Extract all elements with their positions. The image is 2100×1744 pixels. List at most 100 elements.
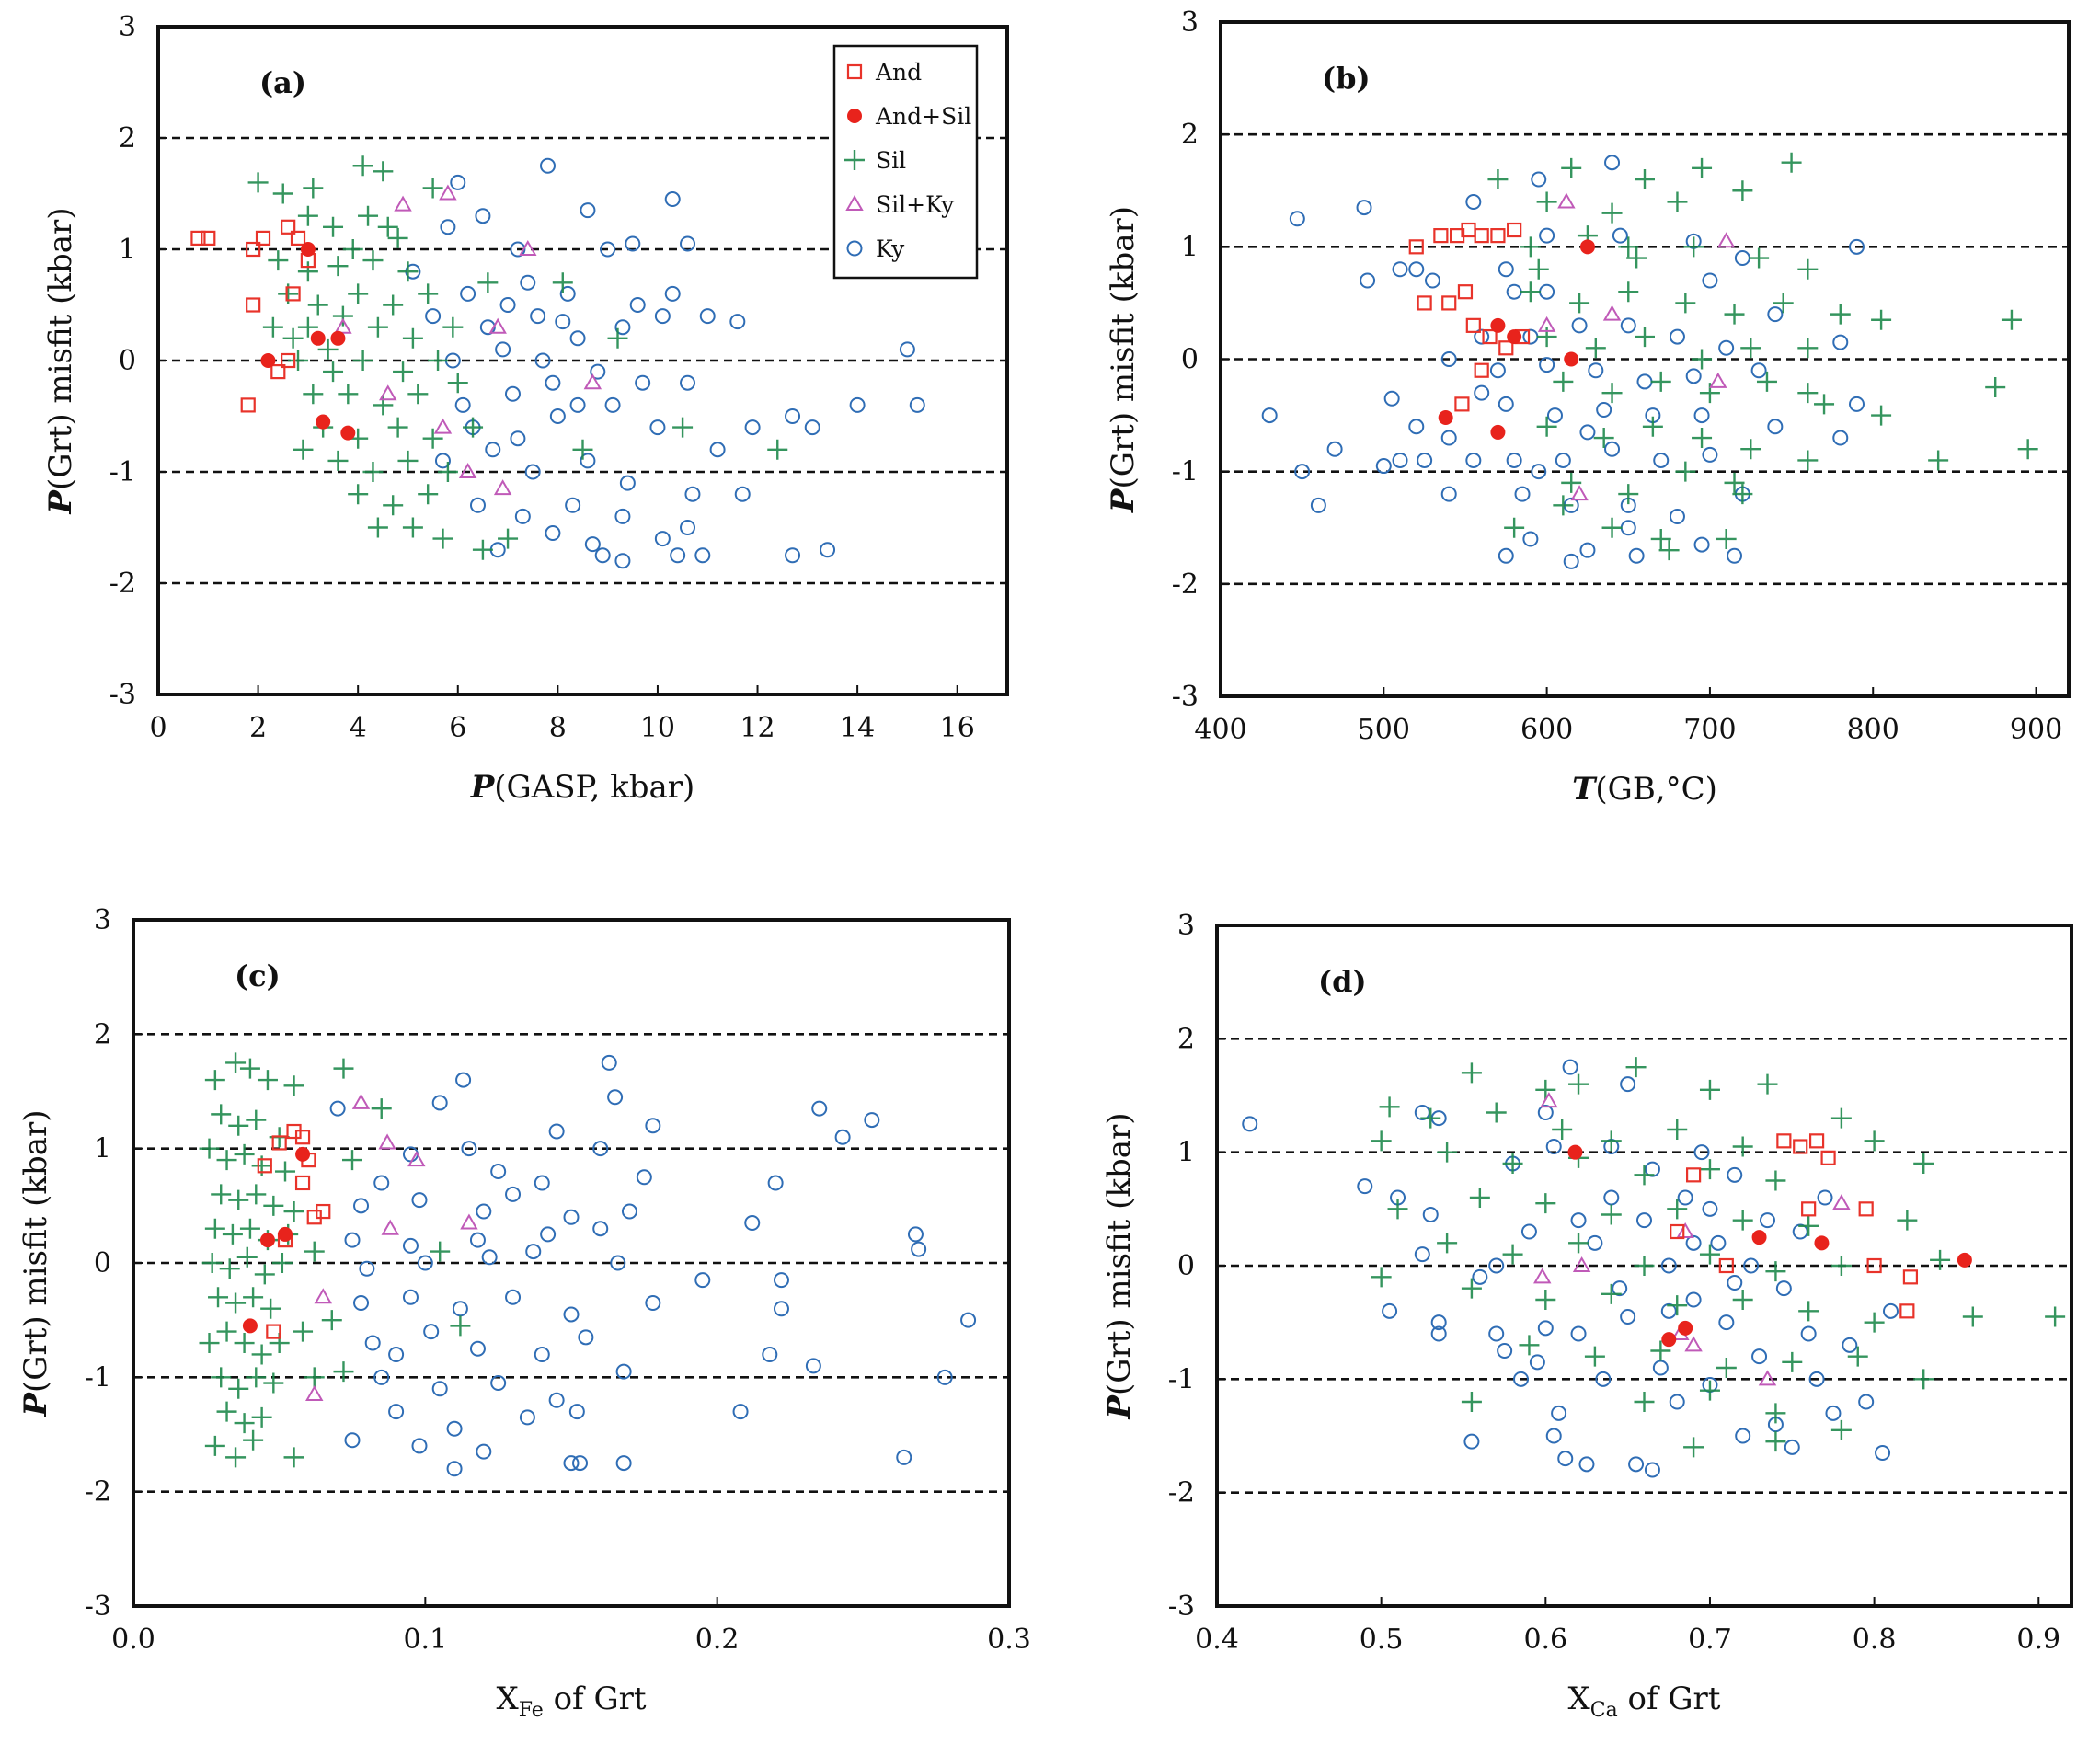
- point-ky: [476, 1203, 492, 1220]
- point-sil-ky: [1832, 1194, 1851, 1210]
- point-ky: [1539, 283, 1555, 300]
- point-sil: [367, 517, 388, 538]
- point-ky: [1734, 250, 1750, 267]
- point-sil: [1732, 1136, 1753, 1157]
- point-ky: [1465, 193, 1482, 210]
- point-sil: [342, 1150, 362, 1171]
- y-tick-label: -2: [85, 1476, 111, 1509]
- panel-d: -3 -2 -1 0 1 2 3 0.4 0.5 0.6 0.7 0.8 0.9 (d) XCa of Gr…: [1101, 910, 2073, 1722]
- point-sil: [432, 528, 453, 549]
- point-ky: [1498, 261, 1514, 278]
- point-ky: [834, 1129, 851, 1145]
- point-sil: [1461, 1278, 1482, 1299]
- x-tick-label: 700: [1683, 714, 1736, 746]
- point-ky: [896, 1449, 912, 1465]
- point-ky: [469, 1232, 486, 1248]
- point-ky: [510, 430, 526, 447]
- x-axis-label: XCa of Grt: [1568, 1681, 1721, 1722]
- point-sil: [1830, 1107, 1852, 1129]
- point-sil: [211, 1104, 232, 1125]
- point-ky: [534, 1175, 550, 1191]
- point-ky: [773, 1301, 789, 1317]
- point-ky: [469, 497, 486, 513]
- x-axis-text: (GB,°C): [1595, 771, 1717, 808]
- point-sil: [211, 1367, 232, 1388]
- point-sil: [397, 261, 419, 282]
- point-ky: [1685, 368, 1702, 384]
- y-tick-label: -3: [1168, 1590, 1195, 1623]
- point-sil: [377, 216, 398, 237]
- point-ky: [1685, 1234, 1702, 1251]
- point-sil: [263, 1372, 284, 1394]
- point-ky: [490, 1164, 507, 1180]
- point-sil: [373, 395, 394, 416]
- point-ky: [699, 308, 716, 325]
- point-and-sil: [1579, 239, 1595, 255]
- point-and: [190, 230, 206, 246]
- point-and: [846, 63, 863, 80]
- point-and: [1457, 284, 1474, 300]
- point-sil: [1536, 327, 1557, 348]
- point-and: [1801, 1201, 1817, 1217]
- point-ky: [1513, 1371, 1530, 1387]
- point-ky: [388, 1346, 405, 1362]
- point-ky: [1392, 452, 1408, 468]
- point-ky: [1644, 1462, 1660, 1478]
- point-sil-ky: [583, 373, 602, 390]
- point-sil: [327, 256, 349, 277]
- point-sil: [1675, 293, 1696, 314]
- point-sil: [477, 272, 499, 293]
- point-sil: [450, 1315, 471, 1337]
- point-ky: [1669, 509, 1685, 525]
- point-ky: [548, 1123, 565, 1140]
- point-ky: [545, 525, 561, 542]
- point-and-sil: [1814, 1235, 1830, 1251]
- point-ky: [1539, 227, 1555, 244]
- point-ky: [455, 1072, 472, 1088]
- point-ky: [1858, 1394, 1875, 1410]
- point-and-sil: [1567, 1144, 1583, 1160]
- point-sil: [1732, 180, 1753, 201]
- point-sil-ky: [1676, 1222, 1694, 1238]
- point-sil-ky: [334, 317, 352, 334]
- point-sil: [1847, 1346, 1868, 1367]
- point-sil: [307, 294, 328, 316]
- x-axis-var: X: [496, 1681, 519, 1717]
- point-ky: [864, 1112, 880, 1129]
- point-and: [1474, 228, 1489, 244]
- point-ky: [1497, 1343, 1513, 1359]
- point-ky: [594, 547, 611, 564]
- point-and: [1474, 362, 1489, 378]
- point-sil-ky: [845, 194, 864, 211]
- legend-label: And+Sil: [875, 103, 971, 130]
- point-and: [1433, 228, 1449, 244]
- point-sil-ky: [519, 239, 537, 256]
- point-sil: [1962, 1306, 1983, 1327]
- point-ky: [1537, 1320, 1554, 1337]
- point-ky: [1294, 464, 1311, 480]
- point-ky: [402, 1289, 419, 1305]
- point-ky: [563, 1209, 580, 1225]
- series-sil-ky: [1533, 1092, 1851, 1386]
- point-ky: [601, 1054, 617, 1071]
- point-sil: [607, 327, 628, 349]
- point-sil: [288, 350, 309, 371]
- point-sil: [1601, 517, 1623, 538]
- point-ky: [1463, 1433, 1480, 1450]
- y-tick-label: -3: [85, 1590, 111, 1623]
- point-and-sil: [242, 1318, 258, 1334]
- point-ky: [373, 1175, 390, 1191]
- point-sil: [1536, 416, 1557, 437]
- point-sil: [352, 350, 373, 371]
- point-ky: [1408, 419, 1425, 435]
- series-sil: [1371, 1057, 2066, 1458]
- y-tick-label: 2: [119, 122, 136, 155]
- point-and-sil: [1490, 317, 1506, 333]
- point-ky: [1537, 1105, 1554, 1120]
- legend-label: Ky: [876, 235, 905, 262]
- point-sil: [1642, 416, 1663, 437]
- x-axis-var: P: [470, 769, 496, 806]
- point-ky: [1620, 317, 1636, 334]
- x-tick-label: 0.6: [1523, 1624, 1567, 1656]
